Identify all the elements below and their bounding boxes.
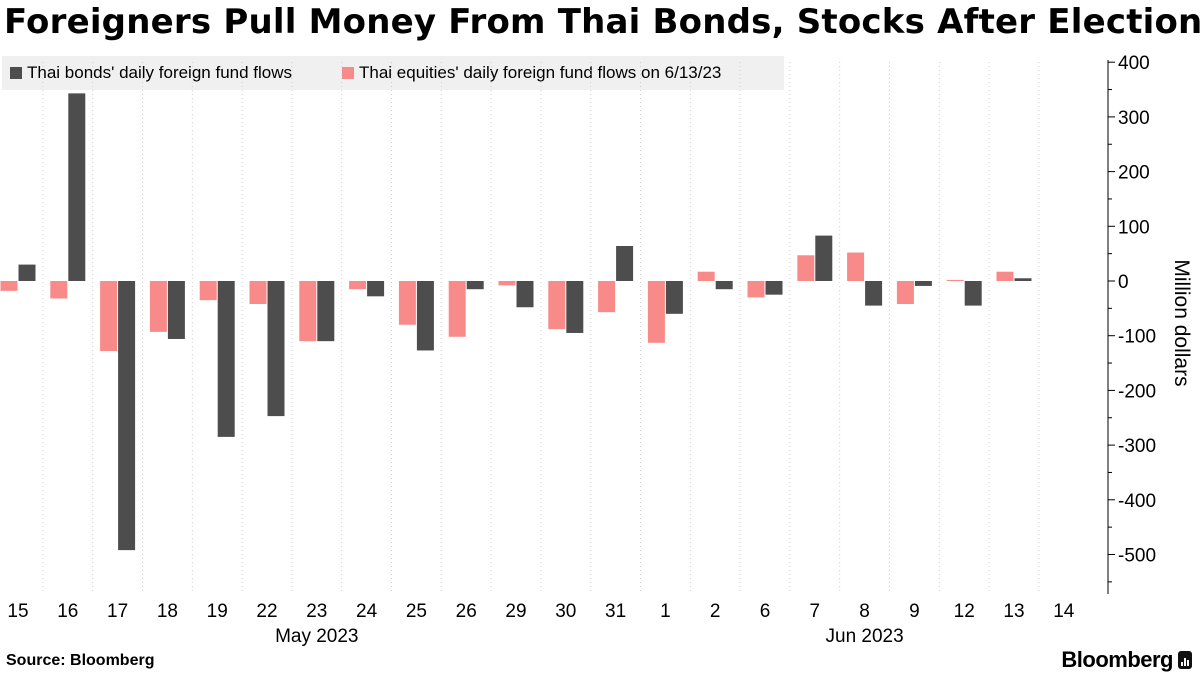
bar-equities	[847, 252, 865, 281]
legend-swatch-bonds	[10, 67, 22, 79]
bar-bonds	[566, 281, 584, 333]
bar-bonds	[516, 281, 534, 308]
x-tick-label: 6	[760, 601, 771, 622]
bar-equities	[398, 281, 416, 325]
x-tick-label: 26	[456, 601, 477, 622]
y-tick-label: -400	[1118, 491, 1156, 512]
bar-equities	[647, 281, 665, 343]
y-tick-label: 200	[1118, 163, 1150, 184]
bar-bonds	[865, 281, 883, 306]
bar-equities	[498, 281, 516, 286]
bar-bonds	[416, 281, 434, 351]
legend: Thai bonds' daily foreign fund flows Tha…	[2, 56, 784, 90]
bar-bonds	[167, 281, 185, 339]
x-tick-label: 1	[660, 601, 671, 622]
logo-text: Bloomberg	[1061, 647, 1173, 672]
bar-bonds	[367, 281, 385, 297]
bar-bonds	[466, 281, 484, 290]
x-tick-label: 30	[555, 601, 576, 622]
legend-label-bonds: Thai bonds' daily foreign fund flows	[27, 63, 293, 82]
bar-equities	[747, 281, 765, 298]
bar-bonds	[217, 281, 235, 437]
x-tick-label: 13	[1003, 601, 1024, 622]
bar-bonds	[317, 281, 335, 342]
bar-equities	[697, 271, 715, 281]
x-tick-label: 25	[406, 601, 427, 622]
x-month-label: May 2023	[275, 626, 358, 647]
bar-equities	[100, 281, 118, 352]
bar-equities	[797, 255, 815, 281]
x-tick-label: 16	[57, 601, 78, 622]
bar-bonds	[914, 281, 932, 286]
bar-equities	[0, 281, 18, 291]
x-tick-label: 23	[306, 601, 327, 622]
y-tick-label: 100	[1118, 217, 1150, 238]
x-tick-label: 15	[7, 601, 28, 622]
bar-equities	[249, 281, 267, 304]
x-tick-label: 8	[859, 601, 870, 622]
x-tick-label: 24	[356, 601, 378, 622]
y-tick-label: -200	[1118, 381, 1156, 402]
x-tick-label: 2	[710, 601, 721, 622]
bloomberg-logo: Bloomberg	[1061, 647, 1192, 673]
bar-equities	[448, 281, 466, 337]
source-note: Source: Bloomberg	[6, 652, 155, 669]
bar-equities	[548, 281, 566, 330]
bar-bonds	[1014, 278, 1032, 281]
y-tick-label: -300	[1118, 436, 1156, 457]
x-tick-label: 14	[1053, 601, 1075, 622]
legend-item-bonds: Thai bonds' daily foreign fund flows	[10, 63, 292, 83]
bar-bonds	[765, 281, 783, 295]
x-tick-label: 31	[605, 601, 626, 622]
y-tick-label: 0	[1118, 272, 1129, 293]
chart-title: Foreigners Pull Money From Thai Bonds, S…	[4, 2, 1200, 42]
bar-bonds	[616, 245, 634, 281]
y-tick-label: -500	[1118, 546, 1156, 567]
x-tick-label: 29	[505, 601, 526, 622]
bar-equities	[598, 281, 616, 313]
x-tick-label: 7	[810, 601, 821, 622]
x-tick-label: 18	[157, 601, 178, 622]
bar-bonds	[665, 281, 683, 314]
bar-equities	[896, 281, 914, 304]
y-tick-label: 300	[1118, 108, 1150, 129]
bar-equities	[996, 271, 1014, 281]
bar-equities	[50, 281, 68, 299]
bar-equities	[299, 281, 317, 342]
legend-swatch-equities	[342, 67, 354, 79]
legend-label-equities: Thai equities' daily foreign fund flows …	[359, 63, 722, 82]
bar-bonds	[815, 235, 833, 281]
y-tick-label: 400	[1118, 53, 1150, 74]
bar-bonds	[118, 281, 136, 551]
bar-equities	[349, 281, 367, 290]
bar-bonds	[18, 264, 36, 281]
bar-equities	[199, 281, 217, 301]
legend-item-equities: Thai equities' daily foreign fund flows …	[342, 63, 721, 83]
x-tick-label: 17	[107, 601, 128, 622]
x-tick-label: 19	[207, 601, 228, 622]
x-tick-label: 12	[954, 601, 975, 622]
x-tick-label: 22	[256, 601, 277, 622]
chart-logo-icon	[1178, 651, 1192, 669]
bar-bonds	[267, 281, 285, 417]
bar-bonds	[715, 281, 733, 290]
y-tick-label: -100	[1118, 327, 1156, 348]
bar-equities	[946, 279, 964, 281]
y-axis-title: Million dollars	[1170, 259, 1193, 386]
x-tick-label: 9	[909, 601, 920, 622]
bar-equities	[149, 281, 167, 332]
bar-bonds	[964, 281, 982, 306]
x-month-label: Jun 2023	[826, 626, 904, 647]
bar-bonds	[68, 93, 86, 281]
